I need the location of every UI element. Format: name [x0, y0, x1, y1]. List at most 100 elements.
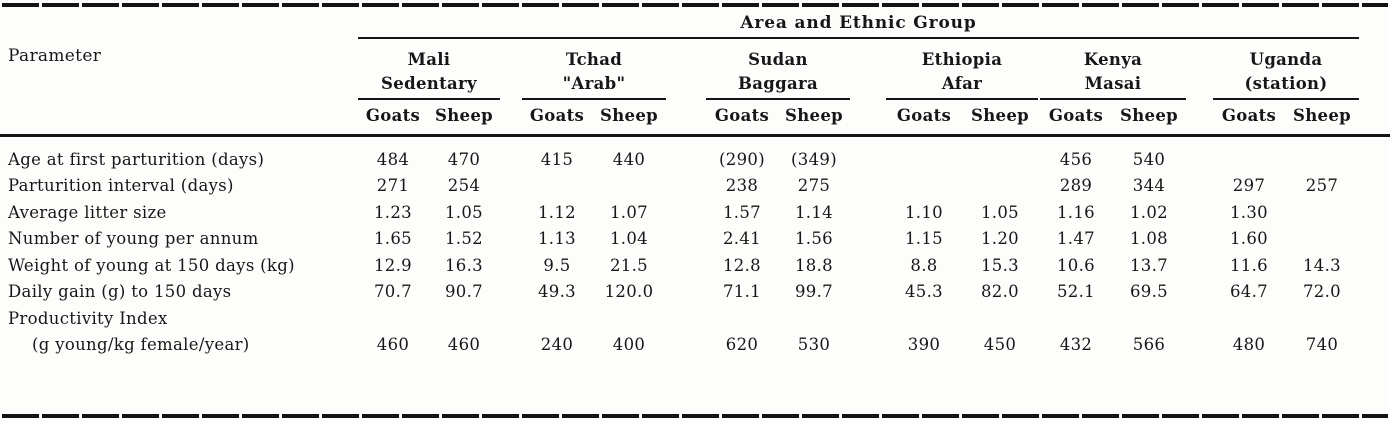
subcolumn-label: Goats [1221, 106, 1277, 125]
group-ethnic-name: Sedentary [358, 73, 500, 100]
table-row: Productivity Index [0, 305, 1390, 332]
table-cell: 480 [1232, 335, 1266, 355]
subcolumn-label: Sheep [970, 106, 1030, 125]
table-cell: 1.07 [609, 202, 649, 222]
table-cell: 1.10 [904, 202, 944, 222]
table-cell: 390 [907, 335, 941, 355]
span-header: Area and Ethnic Group [740, 13, 977, 33]
table-cell: 1.13 [537, 229, 577, 249]
table-cell: (349) [791, 149, 837, 169]
row-label: Parturition interval (days) [8, 176, 234, 196]
table-cell: 18.8 [794, 255, 834, 275]
table-cell: 1.12 [537, 202, 577, 222]
table-cell: 90.7 [444, 282, 484, 302]
table-row: Number of young per annum 1.65 1.52 1.13 1.0… [0, 226, 1390, 253]
top-rule [2, 3, 1388, 7]
group-ethnic-name: (station) [1213, 73, 1359, 100]
group-area-name: Mali [407, 50, 451, 69]
ethnic-names-row: Sedentary "Arab" Baggara Afar Masai (station) [0, 71, 1390, 100]
table-cell: 540 [1132, 149, 1166, 169]
group-ethnic-name: Baggara [706, 73, 850, 100]
table-cell: 740 [1305, 335, 1339, 355]
span-header-rule [358, 37, 1359, 39]
table-cell: 10.6 [1056, 255, 1096, 275]
table-cell: 120.0 [604, 282, 654, 302]
subcolumn-label: Goats [714, 106, 770, 125]
table-cell: 12.8 [722, 255, 762, 275]
table-cell: 254 [447, 176, 481, 196]
table-cell: 460 [447, 335, 481, 355]
row-label: Average litter size [8, 202, 167, 222]
table-cell: 72.0 [1302, 282, 1342, 302]
table-cell: 1.23 [373, 202, 413, 222]
table-cell: 1.65 [373, 229, 413, 249]
table-cell: 9.5 [543, 255, 571, 275]
table-cell: 620 [725, 335, 759, 355]
table-cell: 450 [983, 335, 1017, 355]
row-label: Productivity Index [8, 308, 168, 328]
table-cell: 14.3 [1302, 255, 1342, 275]
header-separator-rule [0, 134, 1390, 137]
subcolumn-label: Sheep [599, 106, 659, 125]
table-cell: 470 [447, 149, 481, 169]
table-cell: 1.52 [444, 229, 484, 249]
table-cell: 1.14 [794, 202, 834, 222]
subcolumn-label: Sheep [434, 106, 494, 125]
table-cell: 71.1 [722, 282, 762, 302]
row-label: Weight of young at 150 days (kg) [8, 255, 295, 275]
table-cell: 432 [1059, 335, 1093, 355]
table-cell: 11.6 [1229, 255, 1269, 275]
table-row: Parturition interval (days) 271 254 238 275 2… [0, 173, 1390, 200]
table-cell: 271 [376, 176, 410, 196]
table-cell: 440 [612, 149, 646, 169]
table-cell: 344 [1132, 176, 1166, 196]
span-header-rule-row [0, 33, 1390, 39]
group-area-name: Kenya [1083, 50, 1143, 69]
subcolumn-label: Goats [365, 106, 421, 125]
table-cell: 21.5 [609, 255, 649, 275]
table-cell: 13.7 [1129, 255, 1169, 275]
row-label: Daily gain (g) to 150 days [8, 282, 232, 302]
table-cell: 1.57 [722, 202, 762, 222]
table-row: Average litter size 1.23 1.05 1.12 1.07 1.57 1… [0, 199, 1390, 226]
parameter-column-header: Parameter [8, 46, 102, 66]
row-label: (g young/kg female/year) [32, 335, 250, 355]
group-ethnic-name: "Arab" [522, 73, 666, 100]
table-cell: 52.1 [1056, 282, 1096, 302]
subcolumn-label: Sheep [1292, 106, 1352, 125]
subcolumn-label: Goats [529, 106, 585, 125]
table-cell: 415 [540, 149, 574, 169]
row-label: Age at first parturition (days) [8, 149, 265, 169]
table-cell: 49.3 [537, 282, 577, 302]
table-cell: 12.9 [373, 255, 413, 275]
table-row: Age at first parturition (days) 484 470 415… [0, 146, 1390, 173]
table-cell: 297 [1232, 176, 1266, 196]
table-row: (g young/kg female/year) 460 460 240 400 620 5… [0, 332, 1390, 359]
table-cell: 1.20 [980, 229, 1020, 249]
table-cell: (290) [719, 149, 765, 169]
table-cell: 484 [376, 149, 410, 169]
table-cell: 45.3 [904, 282, 944, 302]
table-cell: 460 [376, 335, 410, 355]
group-ethnic-name: Afar [886, 73, 1038, 100]
table-cell: 16.3 [444, 255, 484, 275]
table-body: Age at first parturition (days) 484 470 415… [0, 146, 1390, 358]
group-area-name: Sudan [748, 50, 808, 69]
table-cell: 275 [797, 176, 831, 196]
table-cell: 1.16 [1056, 202, 1096, 222]
table-cell: 2.41 [722, 229, 762, 249]
table-cell: 456 [1059, 149, 1093, 169]
table-cell: 566 [1132, 335, 1166, 355]
table-cell: 1.15 [904, 229, 944, 249]
table-cell: 1.30 [1229, 202, 1269, 222]
table-cell: 1.60 [1229, 229, 1269, 249]
table-cell: 1.05 [444, 202, 484, 222]
table-cell: 238 [725, 176, 759, 196]
table-cell: 289 [1059, 176, 1093, 196]
table-cell: 69.5 [1129, 282, 1169, 302]
area-names-row: Mali Tchad Sudan Ethiopia Kenya Uganda [0, 49, 1390, 71]
table-cell: 1.04 [609, 229, 649, 249]
table-cell: 1.05 [980, 202, 1020, 222]
group-area-name: Uganda [1249, 50, 1323, 69]
